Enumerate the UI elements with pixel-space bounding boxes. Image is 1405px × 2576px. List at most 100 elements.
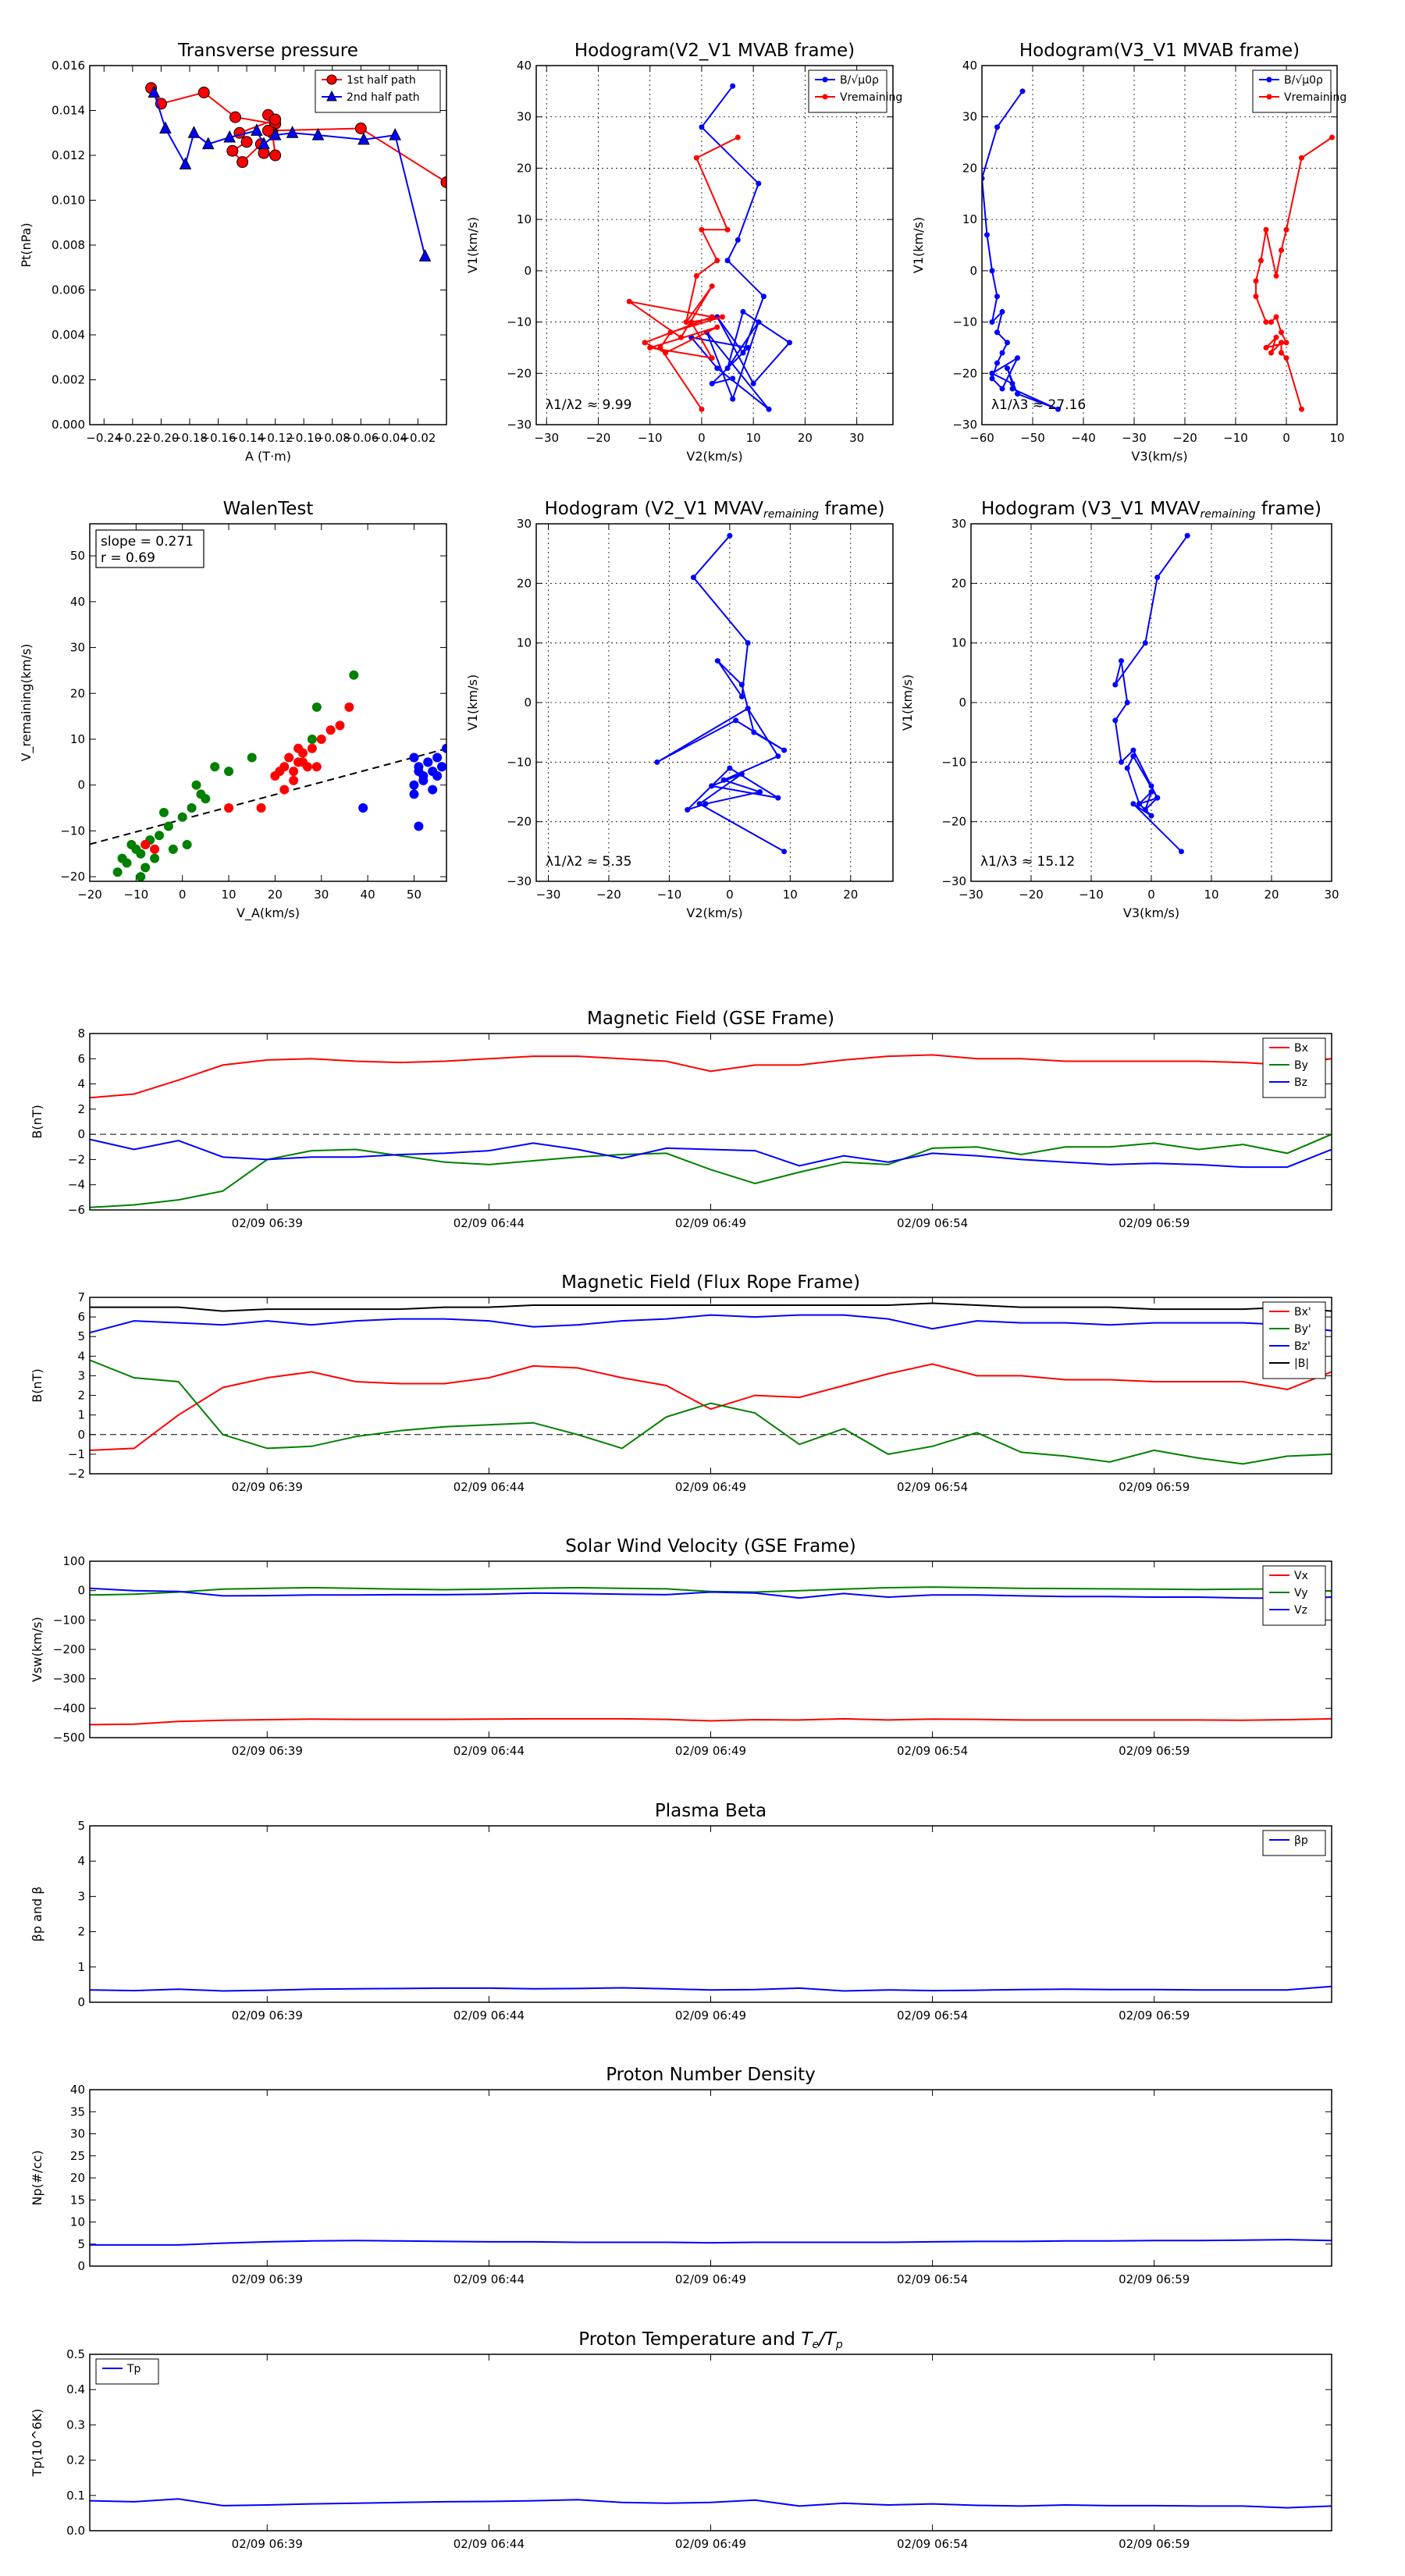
data-point (719, 314, 725, 320)
data-point (994, 329, 1000, 336)
data-point (1142, 806, 1148, 813)
data-point (1263, 226, 1269, 233)
title-part: /T (817, 2329, 838, 2350)
series-line (90, 1586, 1332, 1596)
title-subscript: e (812, 2339, 819, 2351)
data-point (730, 375, 736, 382)
legend-label: 2nd half path (347, 91, 420, 104)
series-0 (654, 532, 788, 855)
data-point (358, 803, 368, 813)
x-tick-label: 02/09 06:59 (1119, 2008, 1190, 2023)
data-point (223, 130, 236, 143)
y-tick-label: 30 (951, 517, 966, 531)
y-tick-label: 30 (70, 641, 85, 655)
x-tick-label: −0.04 (372, 431, 407, 445)
annotation-text: λ1/λ2 ≈ 9.99 (546, 397, 631, 413)
data-point (158, 807, 169, 817)
data-point (1130, 747, 1136, 753)
y-tick-label: 40 (962, 59, 977, 73)
x-tick-label: 30 (314, 888, 329, 902)
data-point (766, 406, 772, 412)
data-point (307, 743, 317, 753)
x-tick-label: 02/09 06:39 (232, 1216, 303, 1230)
x-tick-label: 10 (746, 431, 761, 445)
x-tick-label: 20 (268, 888, 283, 902)
x-tick-label: 02/09 06:59 (1119, 2537, 1190, 2551)
data-point (289, 775, 299, 785)
title-part: Proton Temperature and (578, 2329, 801, 2350)
data-point (1142, 640, 1148, 646)
x-tick-label: 02/09 06:49 (675, 1216, 746, 1230)
series-line (90, 1302, 1332, 1312)
data-point (163, 821, 173, 831)
y-tick-label: 15 (70, 2193, 85, 2207)
data-point (1015, 355, 1020, 361)
data-point (1130, 753, 1136, 760)
axes-frame (970, 523, 1332, 882)
annotation-text: λ1/λ3 ≈ 27.16 (991, 397, 1086, 413)
data-point (1263, 344, 1269, 350)
y-axis-label: V1(km/s) (900, 674, 915, 731)
y-tick-label: 1 (77, 1408, 85, 1422)
data-point (999, 350, 1005, 356)
x-tick-label: 02/09 06:39 (232, 1480, 303, 1494)
data-point (1112, 717, 1119, 724)
y-axis-label: Np(#/cc) (30, 2151, 44, 2206)
y-tick-label: 30 (517, 110, 532, 124)
title-part: Hodogram (V3_V1 MVAV (981, 499, 1200, 519)
x-tick-label: −0.12 (258, 431, 293, 445)
chart-title: Proton Temperature and Te/Tp (578, 2329, 843, 2351)
data-point (1279, 247, 1284, 254)
y-tick-label: 40 (517, 59, 532, 73)
legend-marker (326, 74, 337, 85)
annotation-text: slope = 0.271 (101, 534, 194, 550)
y-tick-label: 0 (77, 1127, 85, 1141)
y-tick-label: 0 (77, 2259, 85, 2273)
x-tick-label: 02/09 06:54 (897, 2008, 968, 2023)
chart-title: Hodogram (V2_V1 MVAVremaining frame) (544, 499, 884, 521)
chart-proton-temperature: 02/09 06:39 02/09 06:44 02/09 06:49 02/09 0… (30, 2329, 1332, 2551)
data-point (750, 380, 756, 386)
y-tick-label: 0 (969, 264, 977, 278)
data-point (349, 670, 359, 680)
data-point (738, 693, 745, 699)
legend-marker (1266, 76, 1272, 83)
axes-frame (89, 1560, 1332, 1738)
data-point (159, 121, 172, 133)
data-point (224, 767, 234, 777)
y-tick-label: 0.002 (52, 373, 85, 387)
data-point (298, 757, 308, 767)
data-point (751, 729, 757, 735)
axes-frame (89, 1825, 1332, 2003)
data-point (179, 157, 192, 169)
x-tick-label: −0.24 (86, 431, 122, 445)
data-point (1136, 801, 1143, 807)
data-point (709, 314, 715, 320)
y-tick-label: −10 (507, 755, 532, 769)
data-point (335, 720, 345, 731)
series-by (90, 1133, 1332, 1208)
legend-label: Vremaining (840, 91, 902, 104)
data-point (733, 717, 739, 724)
data-point (1179, 849, 1184, 855)
chart-walen-test: −20 −10 0 10 20 30 40 50 −20 −10 0 10 20 30 40 50 WalenT… (19, 499, 447, 921)
data-point (432, 753, 443, 763)
data-point (642, 340, 648, 346)
y-tick-label: 40 (70, 595, 85, 609)
data-point (226, 144, 239, 157)
data-point (756, 180, 762, 187)
series-line (90, 1138, 1332, 1169)
y-tick-label: 1 (77, 1960, 85, 1974)
y-tick-label: −10 (941, 755, 966, 769)
y-tick-label: −10 (952, 315, 977, 329)
y-tick-label: −30 (507, 874, 532, 888)
x-tick-label: −0.22 (115, 431, 151, 445)
x-axis-label: V2(km/s) (686, 449, 742, 464)
y-tick-label: 30 (962, 110, 977, 124)
y-tick-label: 20 (517, 576, 532, 590)
y-tick-label: 0 (524, 264, 532, 278)
y-tick-label: −100 (53, 1613, 85, 1627)
x-tick-label: 02/09 06:59 (1119, 1744, 1190, 1758)
data-point (1279, 340, 1284, 346)
y-axis-label: Tp(10^6K) (30, 2409, 44, 2478)
